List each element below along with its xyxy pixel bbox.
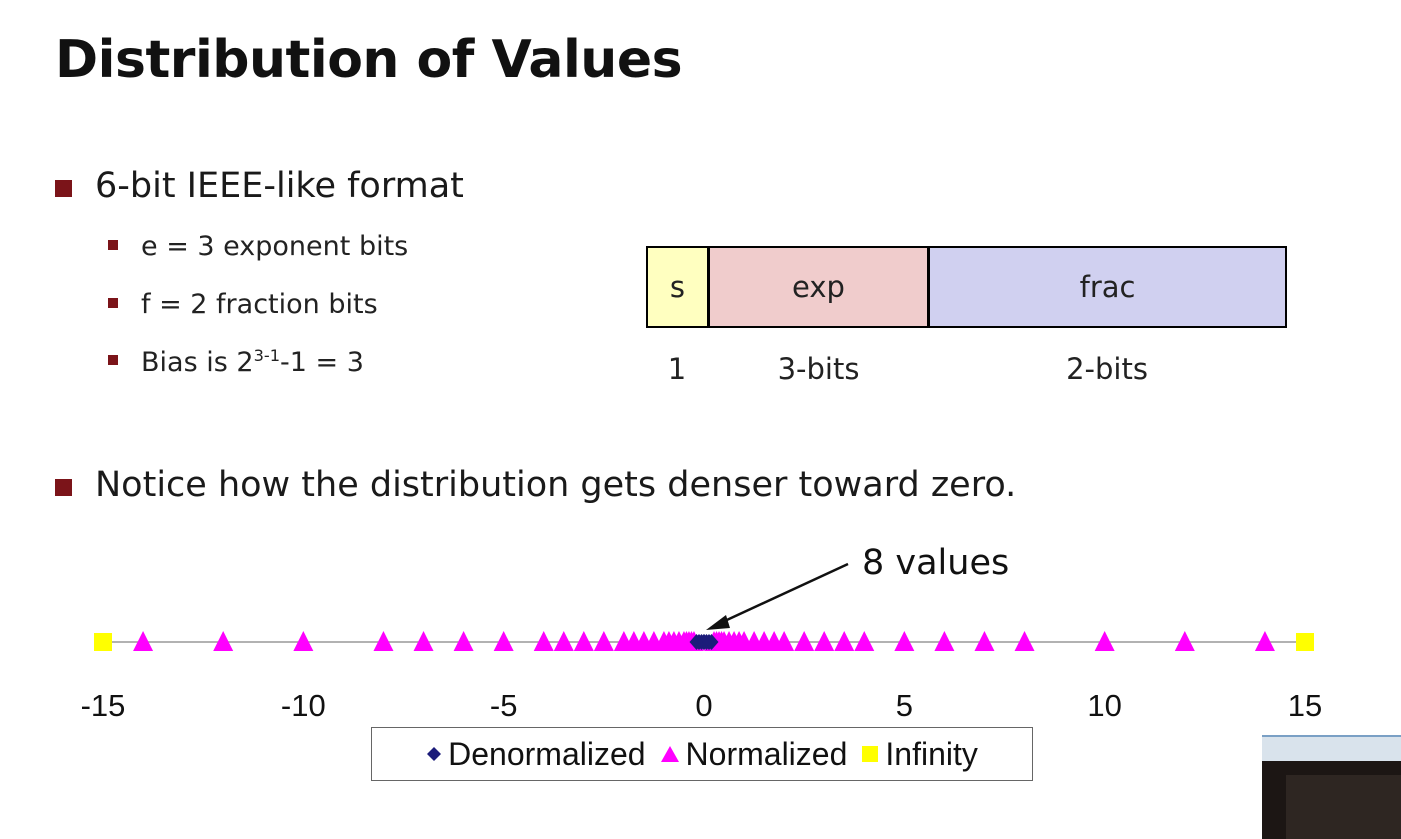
normalized-point [854,631,875,651]
legend-denormalized: Denormalized [426,735,646,773]
normalized-point [974,631,995,651]
infinity-point [94,633,112,651]
legend-label: Normalized [685,735,848,772]
exp-bits-label: 3-bits [777,352,860,386]
normalized-point [133,631,154,651]
infinity-point [1296,633,1314,651]
bias-prefix: Bias is 2 [141,347,254,378]
normalized-point [1014,631,1035,651]
sub-bullet-text: e = 3 exponent bits [141,231,409,262]
legend-infinity: Infinity [861,735,978,773]
sub-bullet-exponent: e = 3 exponent bits [108,231,409,262]
webcam-thumbnail [1262,735,1401,839]
legend-normalized: Normalized [660,735,848,773]
bullet-format: 6-bit IEEE-like format [55,166,464,206]
triangle-icon [660,746,679,762]
value-distribution-chart: -15 -10 -5 0 5 10 15 8 values [81,543,1323,723]
sub-bullet-square-icon [108,355,118,365]
bullet-text: 6-bit IEEE-like format [95,166,464,206]
bias-suffix: -1 = 3 [280,347,364,378]
normalized-point [213,631,234,651]
x-tick-label: -15 [81,688,126,723]
normalized-point [814,631,835,651]
normalized-point [1174,631,1195,651]
normalized-point [493,631,514,651]
x-tick-label: -10 [281,688,326,723]
annotation-arrow-line [715,562,849,627]
legend-label: Denormalized [448,735,646,772]
bias-exponent: 3-1 [253,346,281,365]
slide-title: Distribution of Values [55,30,683,90]
normalized-point [293,631,314,651]
legend-label: Infinity [885,735,978,772]
normalized-point [573,631,594,651]
bit-format-diagram: s exp frac [646,246,1287,328]
annotation: 8 values [706,543,1009,630]
denormalized-point [704,634,719,650]
frac-bits-label: 2-bits [1066,352,1148,386]
tick-labels: -15 -10 -5 0 5 10 15 [81,688,1323,723]
chart-marks [94,631,1314,651]
sign-field: s [648,248,710,326]
x-tick-label: -5 [490,688,518,723]
normalized-point [413,631,434,651]
normalized-point [453,631,474,651]
normalized-point [1094,631,1115,651]
bullet-square-icon [55,180,72,197]
sub-bullet-square-icon [108,240,118,250]
annotation-label: 8 values [862,543,1009,583]
x-tick-label: 5 [896,688,913,723]
bullet-density: Notice how the distribution gets denser … [55,465,1017,505]
sub-bullet-bias: Bias is 23-1-1 = 3 [108,346,364,378]
sub-bullet-square-icon [108,298,118,308]
x-tick-label: 0 [695,688,712,723]
normalized-point [934,631,955,651]
bullet-square-icon [55,479,72,496]
arrow-head-icon [706,615,730,630]
sub-bullet-fraction: f = 2 fraction bits [108,289,378,320]
x-tick-label: 10 [1087,688,1121,723]
sign-bits-label: 1 [667,352,687,386]
square-icon [862,746,879,762]
diamond-icon [427,747,442,761]
x-tick-label: 15 [1288,688,1322,723]
normalized-point [593,631,614,651]
exp-field: exp [709,248,931,326]
normalized-point [894,631,915,651]
normalized-point [1254,631,1275,651]
normalized-point [533,631,554,651]
frac-field: frac [930,248,1285,326]
normalized-point [774,631,795,651]
normalized-point [373,631,394,651]
normalized-point [794,631,815,651]
normalized-point [834,631,855,651]
chart-legend: Denormalized Normalized Infinity [371,727,1033,781]
bullet-text: Notice how the distribution gets denser … [95,465,1017,505]
sub-bullet-text: f = 2 fraction bits [141,289,378,320]
normalized-point [553,631,574,651]
